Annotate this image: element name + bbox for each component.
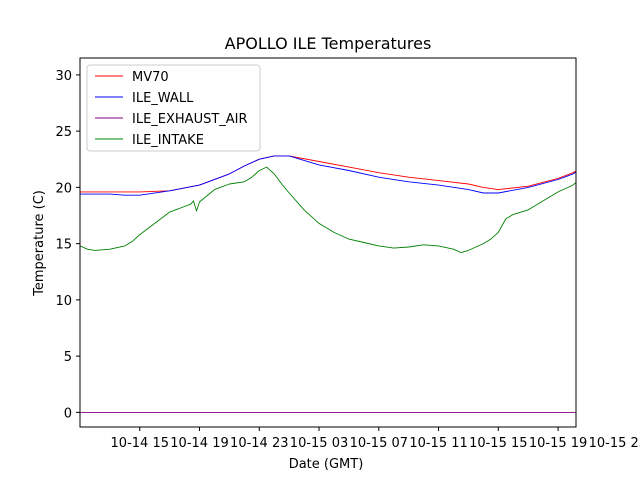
y-tick-label: 0 [64, 406, 72, 421]
x-tick-label: 10-15 11 [409, 436, 467, 451]
y-tick-label: 30 [55, 69, 72, 84]
series-line-ile-wall [80, 155, 576, 196]
legend-label: ILE_INTAKE [132, 133, 204, 148]
plot-frame [79, 57, 577, 428]
legend: MV70 ILE_WALL ILE_EXHAUST_AIR ILE_INTAKE [86, 64, 261, 152]
series-line-ile-intake [80, 166, 576, 254]
y-tick-label: 20 [55, 181, 72, 196]
legend-box [86, 64, 261, 152]
y-tick-label: 25 [55, 125, 72, 140]
x-tick-label: 10-15 23 [589, 436, 640, 451]
x-tick-label: 10-15 07 [350, 436, 408, 451]
x-axis-title: Date (GMT) [289, 457, 364, 472]
chart-title: APOLLO ILE Temperatures [225, 34, 432, 53]
legend-label: ILE_WALL [132, 91, 194, 106]
y-axis: 0 5 10 15 20 25 30 [55, 69, 80, 421]
y-tick-label: 5 [64, 350, 72, 365]
x-tick-label: 10-15 03 [290, 436, 348, 451]
x-tick-label: 10-14 15 [111, 436, 169, 451]
legend-label: ILE_EXHAUST_AIR [132, 112, 248, 127]
series-layer [80, 155, 576, 413]
y-axis-title: Temperature (C) [32, 190, 47, 297]
x-tick-label: 10-14 23 [230, 436, 288, 451]
y-tick-label: 10 [55, 294, 72, 309]
y-tick-label: 15 [55, 238, 72, 253]
legend-label: MV70 [132, 70, 169, 85]
x-tick-label: 10-15 19 [529, 436, 587, 451]
x-tick-label: 10-14 19 [170, 436, 228, 451]
x-axis: 10-14 15 10-14 19 10-14 23 10-15 03 10-15 07… [111, 427, 640, 451]
x-tick-label: 10-15 15 [469, 436, 527, 451]
